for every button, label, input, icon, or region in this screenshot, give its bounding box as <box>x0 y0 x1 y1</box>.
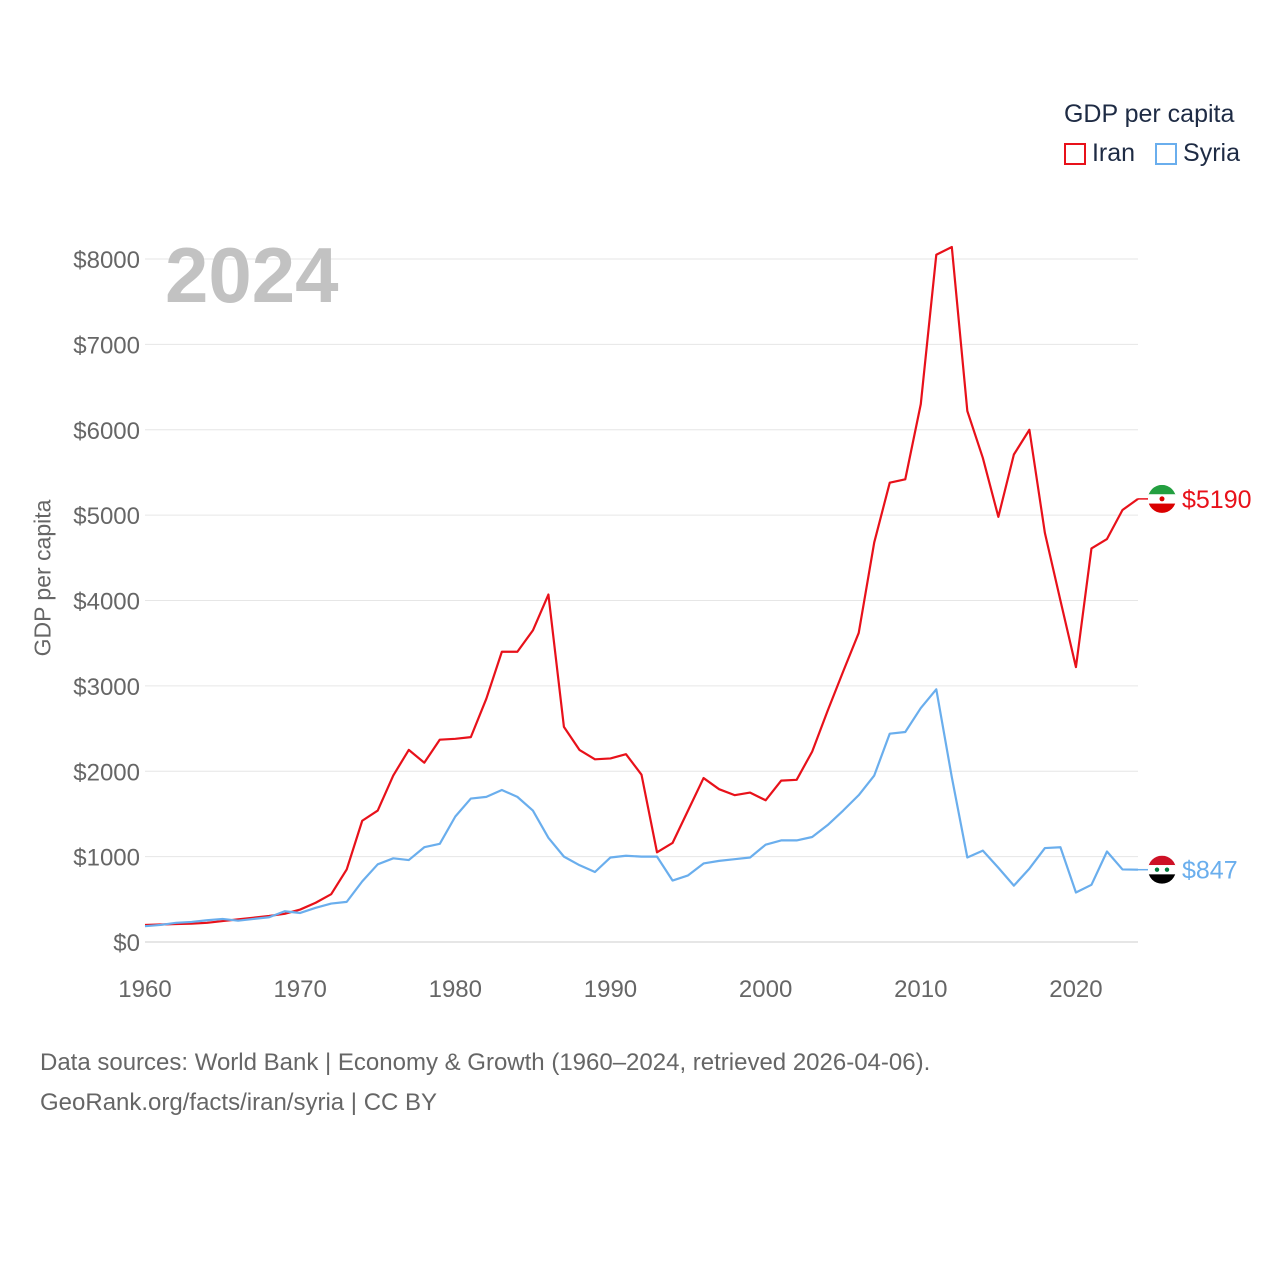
x-tick-label: 2010 <box>894 976 947 1003</box>
legend-swatch-syria <box>1155 142 1178 165</box>
y-tick-label: $2000 <box>73 759 140 786</box>
y-tick-label: $6000 <box>73 418 140 445</box>
series-line-iran <box>144 245 1139 927</box>
legend-label-iran: Iran <box>1091 139 1136 167</box>
data-sources-text: Data sources: World Bank | Economy & Gro… <box>40 1049 931 1076</box>
legend-title: GDP per capita <box>1063 100 1235 128</box>
y-tick-label: $8000 <box>73 247 140 274</box>
x-tick-label: 2020 <box>1049 976 1102 1003</box>
legend-item-syria[interactable]: Syria <box>1155 139 1240 168</box>
end-label-iran: $5190 <box>1182 486 1252 514</box>
legend-swatch-iran <box>1063 142 1086 165</box>
end-label-syria: $847 <box>1182 857 1238 885</box>
license-text[interactable]: GeoRank.org/facts/iran/syria | CC BY <box>40 1089 438 1116</box>
x-tick-label: 1970 <box>273 976 326 1003</box>
x-tick-label: 2000 <box>739 976 792 1003</box>
y-tick-label: $1000 <box>73 845 140 872</box>
syria-flag-icon <box>1148 855 1176 884</box>
legend-item-iran[interactable]: Iran <box>1063 139 1136 168</box>
y-tick-label: $3000 <box>73 674 140 701</box>
y-tick-label: $4000 <box>73 589 140 616</box>
x-tick-label: 1960 <box>118 976 171 1003</box>
legend: GDP per capita Iran Syria <box>1063 100 1240 168</box>
footer: Data sources: World Bank | Economy & Gro… <box>40 1043 930 1123</box>
series-line-syria <box>144 688 1139 928</box>
y-axis-title: GDP per capita <box>29 499 56 657</box>
y-tick-label: $7000 <box>73 332 140 359</box>
x-tick-label: 1990 <box>584 976 637 1003</box>
x-tick-label: 1980 <box>429 976 482 1003</box>
y-tick-label: $5000 <box>73 503 140 530</box>
iran-flag-icon <box>1148 484 1176 513</box>
legend-label-syria: Syria <box>1183 139 1240 167</box>
year-badge: 2024 <box>165 231 339 319</box>
y-tick-label: $0 <box>113 930 140 957</box>
